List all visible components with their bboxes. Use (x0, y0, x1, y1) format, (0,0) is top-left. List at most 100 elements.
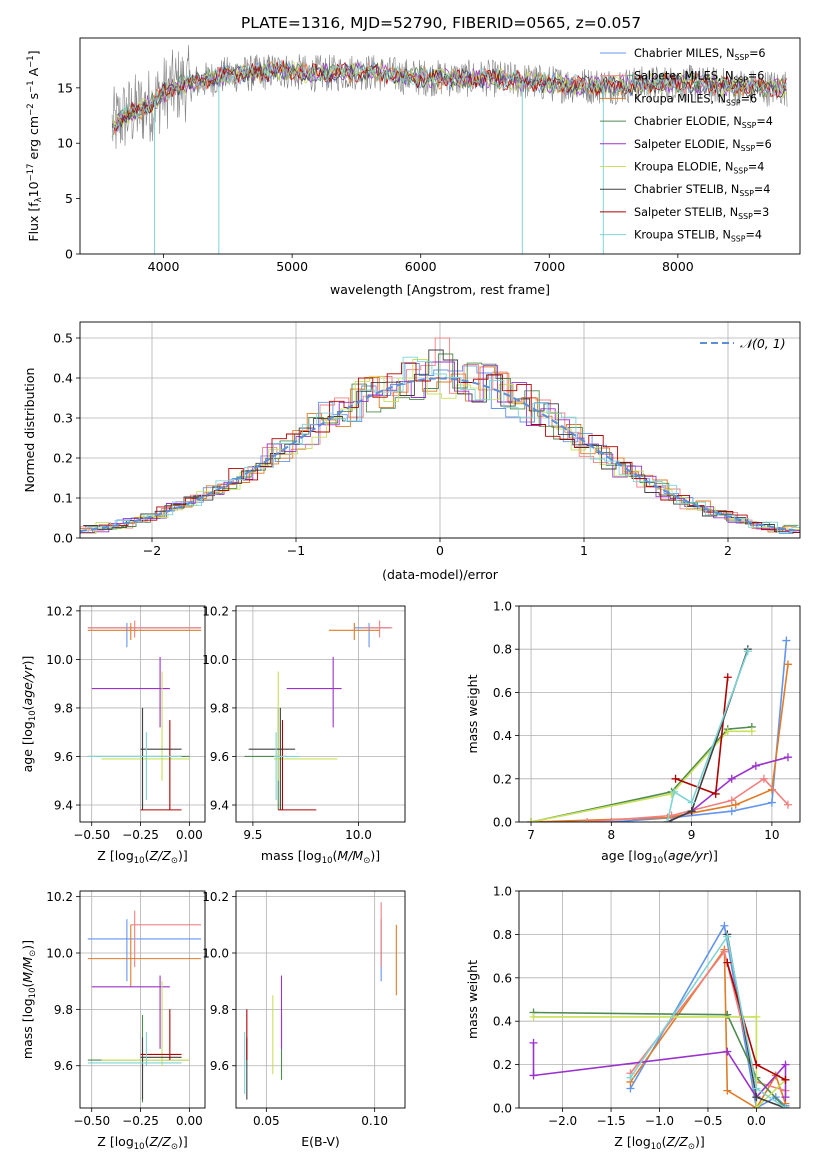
y-axis-label-part: s (26, 93, 41, 104)
y-tick-label: 9.6 (54, 750, 73, 764)
x-tick-label: 5000 (276, 259, 308, 274)
y-tick-label: 5 (65, 191, 73, 206)
axes-frame (79, 37, 801, 255)
y-tick-label: 10 (57, 136, 73, 151)
x-axis-label-part: 10 (134, 1142, 145, 1152)
y-axis-label-part: ( (20, 983, 35, 988)
line-salpeter_elodie (532, 1042, 787, 1099)
marker-salpeter_stelib (711, 789, 720, 798)
marker-salpeter_stelib (723, 673, 732, 682)
marker-salpeter_elodie (529, 1038, 538, 1047)
legend-label-kroupa_miles: Kroupa MILES, NSSP=6 (634, 92, 757, 107)
y-tick-label: 10.2 (46, 890, 73, 904)
marker-kroupa_miles (723, 1086, 732, 1095)
y-axis-label-part: −1 (26, 80, 36, 93)
x-tick-label: 0 (436, 543, 444, 558)
y-axis-label-part: age [log (20, 721, 35, 772)
histogram-chabrier_stelib (83, 349, 800, 534)
x-tick-label: 0.0 (747, 1114, 766, 1128)
x-tick-label: 0.05 (253, 1114, 280, 1128)
y-axis-label: mass weight (465, 960, 480, 1039)
x-axis-label-part: ( (662, 1134, 667, 1149)
x-tick-label: 8000 (662, 259, 694, 274)
y-axis-label: mass weight (465, 674, 480, 753)
y-tick-label: 10.0 (46, 947, 73, 961)
x-axis-label-part: Z [log (97, 848, 133, 863)
axes-frame (79, 890, 206, 1109)
marker-salpeter_elodie (781, 1060, 790, 1069)
marker-kroupa_elodie (752, 1012, 761, 1021)
y-axis-label-part: ] (26, 50, 41, 55)
x-axis-label: mass [log10(M/M⊙)] (261, 848, 380, 866)
y-axis-label-part: )] (20, 656, 35, 666)
line-chabrier_miles (629, 923, 787, 1108)
marker-salpeter_stelib (752, 1060, 761, 1069)
y-tick-label: 0.0 (493, 1102, 512, 1116)
x-tick-label: −1 (287, 543, 305, 558)
x-axis-label-part: (data-model)/error (382, 567, 499, 582)
legend-label-chabrier_elodie: Chabrier ELODIE, NSSP=4 (634, 115, 773, 130)
x-axis-label-part: ( (663, 848, 668, 863)
y-axis-label-part: −17 (26, 163, 36, 181)
legend-label-salpeter_elodie: Salpeter ELODIE, NSSP=6 (634, 138, 772, 153)
histogram-kroupa_elodie (81, 359, 800, 534)
y-axis-label-part: age/yr (20, 665, 35, 706)
y-axis-label-part: Normed distribution (22, 368, 37, 493)
x-tick-label: 7 (527, 828, 535, 842)
y-tick-label: 9.8 (210, 1003, 229, 1017)
marker-salpeter_miles (583, 818, 592, 822)
y-axis-label: age [log10(age/yr)] (20, 656, 38, 773)
y-tick-label: 9.8 (54, 1003, 73, 1017)
marker-chabrier_miles (782, 636, 791, 645)
marker-chabrier_miles (727, 807, 736, 816)
y-axis-label-part: 10 (26, 181, 41, 197)
x-axis-label-part: age/yr (668, 848, 709, 863)
marker-salpeter_miles (727, 796, 736, 805)
y-axis-label-part: mass weight (465, 674, 480, 753)
x-axis-label-part: )] (370, 848, 380, 863)
x-tick-label: 0.00 (176, 1114, 203, 1128)
x-axis-label: E(B-V) (301, 1134, 340, 1149)
y-tick-label: 10.2 (46, 604, 73, 618)
marker-kroupa_stelib (743, 647, 752, 656)
legend-label-name: Salpeter STELIB, N (634, 206, 738, 219)
x-axis-label-part: wavelength [Angstrom, rest frame] (330, 282, 550, 297)
y-axis-label-part: −2 (26, 103, 36, 116)
y-axis-label-part: 10 (28, 710, 38, 721)
legend-label-kroupa_elodie: Kroupa ELODIE, NSSP=4 (634, 161, 764, 176)
plot-area (244, 902, 397, 1100)
marker-kroupa_stelib (687, 798, 696, 807)
x-tick-label: −0.5 (693, 1114, 722, 1128)
x-tick-label: 7000 (533, 259, 565, 274)
legend-label-salpeter_miles: Salpeter MILES, NSSP=6 (634, 70, 764, 85)
legend-label-sub: SSP (739, 189, 754, 198)
y-tick-label: 9.4 (210, 799, 229, 813)
x-axis-label: wavelength [Angstrom, rest frame] (330, 282, 550, 297)
y-axis-label-part: mass weight (465, 960, 480, 1039)
x-axis-label-part: E(B-V) (301, 1134, 340, 1149)
x-tick-label: 1 (580, 543, 588, 558)
y-tick-label: 9.6 (210, 750, 229, 764)
plot-area (244, 620, 393, 811)
legend-label-suffix: =4 (745, 229, 762, 242)
legend-label-suffix: =4 (754, 183, 771, 196)
x-tick-label: 6000 (405, 259, 437, 274)
legend-label-sub: SSP (733, 167, 748, 176)
y-tick-label: 9.8 (54, 701, 73, 715)
marker-kroupa_elodie (529, 1012, 538, 1021)
y-axis-label-part: )] (20, 940, 35, 950)
marker-kroupa_stelib (669, 787, 678, 796)
x-axis-label: age [log10(age/yr)] (601, 848, 718, 866)
x-axis-label-part: 10 (134, 856, 145, 866)
figure-title: PLATE=1316, MJD=52790, FIBERID=0565, z=0… (241, 14, 641, 32)
y-tick-label: 0.4 (53, 371, 73, 386)
x-axis-label-part: ⊙ (171, 1142, 178, 1152)
y-tick-label: 0.2 (493, 1058, 512, 1072)
y-tick-label: 0.8 (493, 643, 512, 657)
panel-mass_weight_vs_Z: −2.0 −1.5 −1.0 −0.5 0.0 0.0 0.2 0.4 0.6 0.8 1.0 Z [… (465, 885, 801, 1152)
marker-kroupa_stelib (663, 818, 672, 822)
x-axis-label-part: mass [log (261, 848, 322, 863)
legend-label-sub: SSP (733, 76, 748, 85)
x-tick-label: 10.0 (345, 828, 372, 842)
y-tick-label: 10.2 (202, 890, 229, 904)
